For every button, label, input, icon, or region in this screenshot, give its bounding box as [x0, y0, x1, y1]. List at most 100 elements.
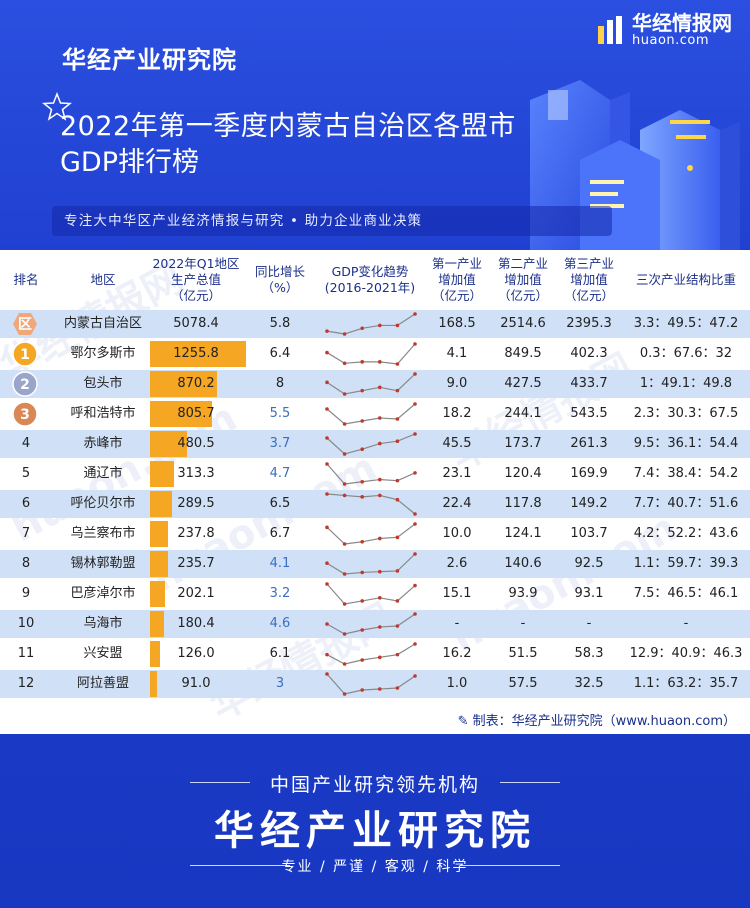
trend-point — [413, 522, 417, 526]
trend-point — [378, 323, 382, 328]
growth-value: 4.6 — [269, 616, 291, 631]
trend-point — [325, 380, 329, 385]
gdp-trend-sparkline — [325, 642, 417, 666]
gdp-value: 235.7 — [177, 556, 215, 571]
region-name: 兴安盟 — [83, 646, 123, 661]
rank-label: 10 — [17, 616, 35, 631]
trend-point — [413, 372, 417, 376]
rank-medal-icon: 2 — [12, 371, 38, 397]
trend-point — [413, 552, 417, 556]
primary-industry-value: 16.2 — [442, 646, 472, 661]
region-name: 呼伦贝尔市 — [70, 496, 136, 511]
region-name: 乌海市 — [83, 616, 123, 631]
trend-point — [378, 655, 382, 660]
region-name: 乌兰察布市 — [70, 526, 136, 541]
secondary-industry-value: 117.8 — [504, 496, 542, 511]
trend-point — [342, 662, 347, 666]
table-row: 9 巴彦淖尔市 202.1 3.2 15.1 93.9 93.1 7.5：46.5：46.1 — [0, 580, 750, 608]
rank-label: 7 — [21, 526, 31, 541]
trend-point — [360, 479, 364, 484]
growth-value: 5.5 — [269, 406, 291, 421]
secondary-industry-value: 51.5 — [508, 646, 538, 661]
rank-label: 5 — [21, 466, 31, 481]
gdp-bar — [150, 401, 212, 427]
industry-structure-ratio: 7.7：40.7：51.6 — [633, 496, 739, 511]
logo-bars-icon — [598, 16, 622, 44]
rank-label: 1 — [20, 347, 30, 363]
trend-point — [395, 362, 400, 366]
primary-industry-value: 15.1 — [442, 586, 472, 601]
pen-icon: ✎ — [457, 714, 469, 729]
primary-industry-value: - — [454, 616, 460, 631]
ranking-table: 华经情报网 huaon.com 华经情报网 huaon.com 华经情报网 huaon.c… — [0, 250, 750, 734]
gdp-bar — [150, 641, 160, 667]
gdp-value: 91.0 — [181, 676, 211, 691]
gdp-trend-sparkline — [325, 312, 417, 336]
primary-industry-value: 23.1 — [442, 466, 472, 481]
growth-value: 3.2 — [269, 586, 291, 601]
industry-structure-ratio: 3.3：49.5：47.2 — [633, 316, 739, 331]
table-row: 2 包头市 870.2 8 9.0 427.5 433.7 1：49.1：49.8 — [0, 370, 750, 398]
tertiary-industry-value: 169.9 — [570, 466, 608, 481]
trend-point — [325, 582, 329, 586]
growth-value: 3.7 — [269, 436, 291, 451]
footer: 中国产业研究领先机构 华经产业研究院 专业 / 严谨 / 客观 / 科学 — [0, 734, 750, 908]
trend-point — [342, 361, 347, 366]
logo: 华经情报网 huaon.com — [596, 12, 732, 48]
secondary-industry-value: 849.5 — [504, 346, 542, 361]
tertiary-industry-value: - — [586, 616, 592, 631]
gdp-value: 180.4 — [177, 616, 215, 631]
industry-structure-ratio: - — [683, 616, 689, 631]
secondary-industry-value: 2514.6 — [500, 316, 546, 331]
trend-point — [395, 652, 400, 657]
table-row: 12 阿拉善盟 91.0 3 1.0 57.5 32.5 1.1：63.2：35.7 — [0, 670, 750, 698]
trend-point — [413, 674, 417, 678]
region-name: 包头市 — [83, 376, 123, 391]
region-name: 内蒙古自治区 — [63, 316, 142, 331]
growth-value: 6.1 — [269, 646, 291, 661]
column-header: 第三产业 增加值 （亿元） — [563, 256, 614, 303]
rank-label: 6 — [21, 496, 31, 511]
rank-label: 2 — [20, 377, 30, 393]
trend-point — [325, 622, 329, 626]
region-badge-icon: 区 — [13, 313, 37, 335]
secondary-industry-value: 57.5 — [508, 676, 538, 691]
divider-left — [190, 782, 250, 783]
trend-point — [413, 642, 417, 646]
trend-point — [342, 602, 347, 606]
region-name: 呼和浩特市 — [70, 406, 136, 421]
column-header: 三次产业结构比重 — [635, 272, 736, 287]
trend-point — [395, 439, 400, 443]
rank-label: 11 — [17, 646, 35, 661]
primary-industry-value: 9.0 — [446, 376, 468, 391]
trend-point — [395, 535, 400, 540]
secondary-industry-value: 140.6 — [504, 556, 542, 571]
trend-point — [395, 599, 400, 603]
trend-line — [326, 643, 416, 665]
growth-value: 4.1 — [269, 556, 291, 571]
table-row: 4 赤峰市 480.5 3.7 45.5 173.7 261.3 9.5：36.1：54.4 — [0, 430, 750, 458]
gdp-value: 237.8 — [177, 526, 215, 541]
trend-point — [360, 539, 364, 544]
growth-value: 6.5 — [269, 496, 291, 511]
table-row: 7 乌兰察布市 237.8 6.7 10.0 124.1 103.7 4.2：52.2：43.… — [0, 520, 750, 548]
rank-label: 区 — [18, 317, 32, 333]
trend-point — [378, 687, 382, 691]
trend-point — [395, 497, 400, 502]
gdp-trend-sparkline — [325, 432, 417, 456]
trend-point — [378, 625, 382, 629]
trend-point — [378, 416, 382, 420]
gdp-bar — [150, 371, 217, 397]
region-name: 巴彦淖尔市 — [70, 586, 136, 601]
industry-structure-ratio: 2.3：30.3：67.5 — [633, 406, 739, 421]
tertiary-industry-value: 261.3 — [570, 436, 608, 451]
trend-point — [378, 596, 382, 600]
trend-line — [326, 613, 416, 635]
gdp-trend-sparkline — [325, 492, 417, 516]
trend-point — [342, 482, 347, 486]
secondary-industry-value: 93.9 — [508, 586, 538, 601]
table-row: 3 呼和浩特市 805.7 5.5 18.2 244.1 543.5 2.3：30.3：67.… — [0, 400, 750, 428]
rank-medal-icon: 3 — [12, 401, 38, 427]
gdp-bar — [150, 491, 173, 517]
trend-point — [342, 692, 347, 696]
